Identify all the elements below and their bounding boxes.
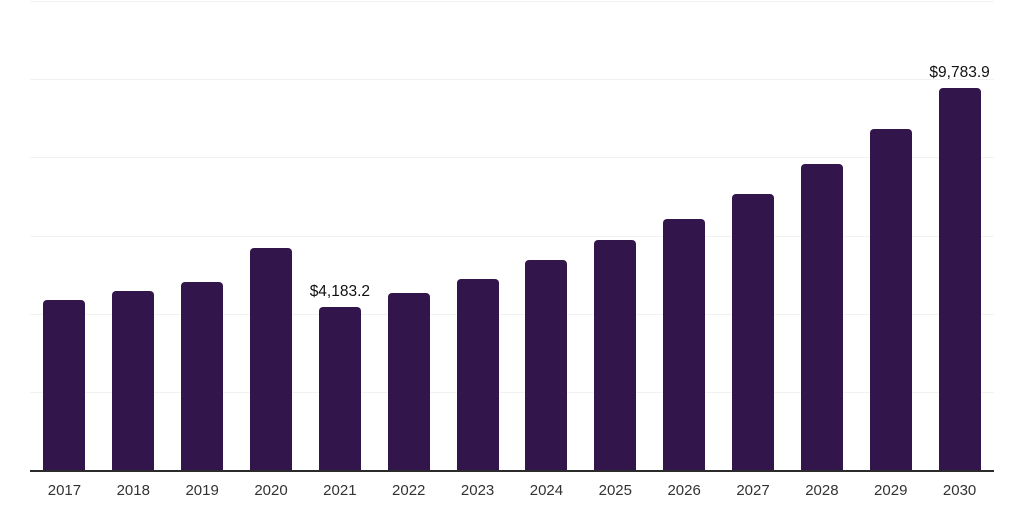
- bar-slot-2026: [650, 1, 719, 470]
- bar-2028[interactable]: [800, 163, 843, 470]
- bar-series: $4,183.2 $9,783.9: [30, 1, 994, 470]
- bar-slot-2028: [787, 1, 856, 470]
- bar-2024[interactable]: [525, 260, 568, 470]
- bar-2018[interactable]: [112, 291, 155, 470]
- bar-2022[interactable]: [387, 292, 430, 470]
- gridline-4000: [30, 313, 994, 315]
- x-axis-line: [30, 470, 994, 472]
- x-tick-label-2022: 2022: [392, 482, 426, 499]
- x-tick-label-2024: 2024: [529, 482, 564, 499]
- data-label-2021: $4,183.2: [309, 282, 371, 300]
- plot-area: $4,183.2 $9,783.9: [30, 1, 994, 470]
- bar-slot-2021: $4,183.2: [305, 1, 374, 470]
- x-tick-label-2026: 2026: [667, 482, 701, 499]
- data-label-2030: $9,783.9: [929, 63, 990, 81]
- x-tick-label-2025: 2025: [598, 482, 632, 499]
- bar-slot-2023: [443, 1, 512, 470]
- gridline-10000: [30, 79, 994, 81]
- bar-2025[interactable]: [594, 239, 637, 470]
- bar-2017[interactable]: [43, 300, 86, 470]
- x-tick-label-2017: 2017: [47, 482, 82, 499]
- x-tick-label-2028: 2028: [805, 482, 839, 499]
- x-tick-label-2019: 2019: [185, 482, 219, 499]
- x-tick-label-2027: 2027: [736, 482, 770, 499]
- x-tick-label-2023: 2023: [460, 482, 495, 499]
- bar-slot-2027: [719, 1, 788, 470]
- gridline-2000: [30, 391, 994, 393]
- bar-slot-2020: [237, 1, 306, 470]
- x-tick-label-2029: 2029: [874, 482, 908, 499]
- bar-2019[interactable]: [181, 282, 224, 470]
- bar-slot-2024: [512, 1, 581, 470]
- gridline-12000: [30, 1, 994, 2]
- x-tick-label-2020: 2020: [254, 482, 288, 499]
- bar-2020[interactable]: [250, 248, 292, 470]
- bar-slot-2022: [374, 1, 443, 470]
- bar-2023[interactable]: [456, 278, 499, 470]
- x-tick-label-2018: 2018: [116, 482, 150, 499]
- bar-slot-2017: [30, 1, 99, 470]
- bar-slot-2029: [856, 1, 925, 470]
- bar-slot-2019: [168, 1, 237, 470]
- bar-slot-2018: [99, 1, 168, 470]
- bar-2030[interactable]: $9,783.9: [929, 64, 990, 470]
- x-tick-label-2030: 2030: [942, 482, 977, 499]
- bar-2029[interactable]: [869, 128, 912, 470]
- x-tick-label-2021: 2021: [323, 482, 357, 499]
- gridline-6000: [30, 235, 994, 237]
- gridline-8000: [30, 157, 994, 159]
- bar-2026[interactable]: [663, 218, 706, 470]
- x-axis-labels: 2017 2018 2019 2020 2021 2022 2023 2024 2025 2026…: [30, 482, 994, 499]
- bar-2027[interactable]: [732, 193, 775, 470]
- bar-2021[interactable]: $4,183.2: [310, 283, 370, 470]
- bar-slot-2030: $9,783.9: [925, 1, 994, 470]
- bar-slot-2025: [581, 1, 650, 470]
